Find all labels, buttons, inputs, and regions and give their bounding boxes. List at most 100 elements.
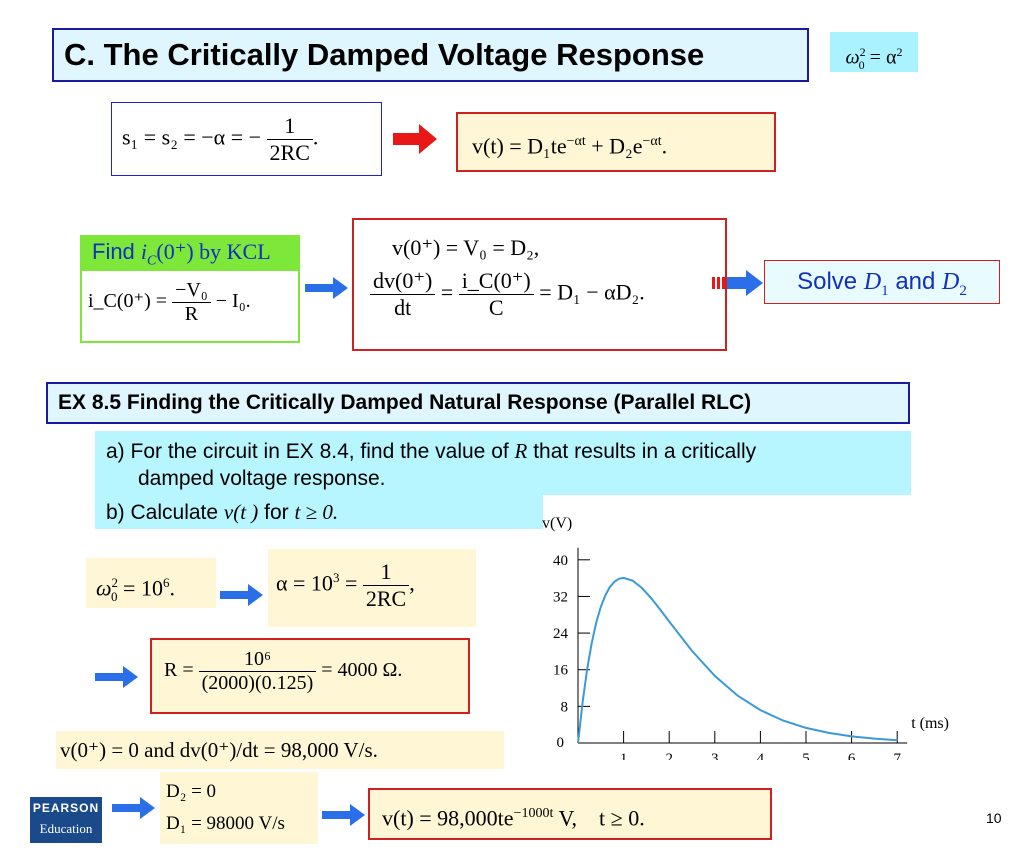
initial-conditions: v(0⁺) = V₀ = D₂, dv(0⁺) dt = i_C(0⁺) C = D… — [352, 218, 727, 351]
x-tick-label: 6 — [848, 751, 856, 760]
vt-general-text: v(t) = D₁te — [472, 133, 567, 159]
arrow-icon — [220, 584, 263, 606]
dvdt-num: dv(0⁺) — [370, 268, 436, 295]
origin-label: 0 — [557, 735, 565, 751]
y-tick-label: 8 — [561, 699, 569, 715]
omega-value-dot: . — [169, 575, 175, 601]
kcl-num: −V₀ — [172, 279, 211, 303]
x-tick-label: 3 — [711, 751, 719, 760]
vt-exp2: −αt — [642, 134, 662, 149]
omega-alpha-relation: ω20 = α2 — [830, 32, 918, 72]
r-num: 10⁶ — [198, 648, 317, 672]
kcl-den: R — [184, 303, 199, 325]
solve-box: Solve D1 and D2 — [764, 260, 1000, 304]
ic-fraction: i_C(0⁺) C — [458, 268, 534, 321]
omega-value-sub: 0 — [111, 588, 118, 604]
page-number: 10 — [986, 810, 1002, 826]
x-axis-label: t (ms) — [911, 715, 949, 732]
y-tick-label: 40 — [553, 553, 568, 569]
alpha-value-eq: = — [339, 570, 358, 596]
solve-d2: D — [942, 269, 960, 295]
roots-den: 2RC — [269, 140, 310, 165]
solve-pre: Solve — [797, 268, 864, 295]
vt-exp1: −αt — [566, 134, 586, 149]
x-tick-label: 7 — [893, 751, 901, 760]
kcl-label: Find iC(0⁺) by KCL — [80, 235, 300, 269]
alpha-rhs: = α — [869, 46, 897, 69]
roots-fraction: 1 2RC — [266, 113, 313, 166]
y-tick-label: 32 — [553, 589, 568, 605]
roots-tail: . — [312, 124, 319, 150]
initial-line1: v(0⁺) = V₀ = D₂, — [392, 235, 540, 260]
d-values: D₂ = 0 D₁ = 98000 V/s — [160, 772, 318, 844]
alpha-num: 1 — [362, 559, 410, 586]
solve-d2-sub: 2 — [959, 282, 967, 299]
x-tick-label: 5 — [802, 751, 810, 760]
d1-value: D₁ = 98000 V/s — [166, 813, 285, 834]
roots-lhs: s₁ = s₂ = −α = − — [122, 124, 262, 150]
r-value: R = 10⁶ (2000)(0.125) = 4000 Ω. — [150, 638, 470, 714]
alpha-tail: , — [409, 570, 415, 596]
alpha-value-lhs: α = 10 — [276, 570, 333, 596]
question-a-bg — [95, 431, 911, 495]
slide-title: C. The Critically Damped Voltage Respons… — [52, 28, 809, 82]
ic-num: i_C(0⁺) — [458, 268, 534, 295]
alpha-fraction: 1 2RC — [362, 559, 410, 612]
r-lhs: R = — [164, 659, 194, 682]
arrow-icon — [305, 277, 348, 299]
question-a-var: R — [514, 439, 528, 463]
y-tick-label: 24 — [553, 626, 569, 642]
initial-eq: = — [440, 279, 454, 305]
arrow-icon — [95, 666, 138, 688]
final-exp: −1000t — [513, 806, 554, 821]
final-tail: V, t ≥ 0. — [553, 805, 645, 831]
solve-d1: D — [863, 269, 882, 295]
dvdt-fraction: dv(0⁺) dt — [370, 268, 436, 321]
x-tick-label: 4 — [757, 751, 765, 760]
vt-mid: + D₂e — [585, 133, 643, 159]
solve-d1-sub: 1 — [881, 282, 889, 299]
omega-symbol: ω — [845, 46, 860, 69]
question-a-line2: damped voltage response. — [138, 467, 386, 490]
omega-sub: 0 — [858, 57, 865, 72]
response-curve — [577, 576, 898, 744]
r-fraction: 10⁶ (2000)(0.125) — [198, 648, 317, 695]
omega-sup: 2 — [859, 45, 866, 59]
voltage-response-chart: v(V) t (ms) 0 8 16 24 32 40 1 2 3 4 5 6 7 — [542, 515, 949, 760]
kcl-label-post: (0⁺) by KCL — [156, 239, 271, 264]
initial-line2: dv(0⁺) dt = i_C(0⁺) C = D₁ − αD₂. — [370, 268, 725, 321]
x-tick-label: 1 — [620, 751, 628, 760]
kcl-label-pre: Find — [92, 239, 141, 264]
roots-num: 1 — [266, 113, 313, 140]
logo-line2: Education — [39, 821, 93, 836]
roots-equation: s₁ = s₂ = −α = − 1 2RC. — [111, 102, 382, 176]
logo-line1: PEARSON — [32, 801, 100, 815]
kcl-label-var: i — [140, 239, 148, 264]
question-a: a) For the circuit in EX 8.4, find the v… — [106, 438, 906, 492]
question-b-mid: for — [258, 501, 295, 524]
red-arrow-icon — [393, 124, 437, 154]
example-title: EX 8.5 Finding the Critically Damped Nat… — [46, 382, 910, 424]
arrow-icon — [112, 797, 155, 819]
initial-tail: = D₁ − αD₂. — [539, 279, 645, 305]
dvdt-den: dt — [394, 295, 412, 320]
solve-mid: and — [888, 268, 943, 295]
alpha-den: 2RC — [365, 586, 407, 611]
general-solution: v(t) = D₁te−αt + D₂e−αt. — [456, 112, 776, 172]
kcl-fraction: −V₀ R — [172, 279, 211, 326]
kcl-equation: i_C(0⁺) = −V₀ R − I₀. — [80, 269, 300, 343]
ic-den: C — [488, 295, 504, 320]
question-a-line1: a) For the circuit in EX 8.4, find the v… — [106, 438, 906, 465]
y-axis-label: v(V) — [542, 515, 572, 532]
omega-value-symbol: ω — [96, 575, 112, 601]
r-den: (2000)(0.125) — [201, 672, 314, 694]
d2-value: D₂ = 0 — [166, 781, 217, 802]
initial-values: v(0⁺) = 0 and dv(0⁺)/dt = 98,000 V/s. — [56, 731, 504, 769]
kcl-label-sub: C — [147, 253, 157, 269]
kcl-lhs: i_C(0⁺) = — [88, 290, 168, 313]
omega-value-sup: 2 — [111, 575, 119, 590]
alpha-value-sup: 3 — [332, 570, 340, 586]
question-a-pre: a) For the circuit in EX 8.4, find the v… — [106, 440, 515, 463]
vt-tail: . — [661, 133, 668, 159]
question-b-cond: t ≥ 0. — [294, 500, 339, 524]
